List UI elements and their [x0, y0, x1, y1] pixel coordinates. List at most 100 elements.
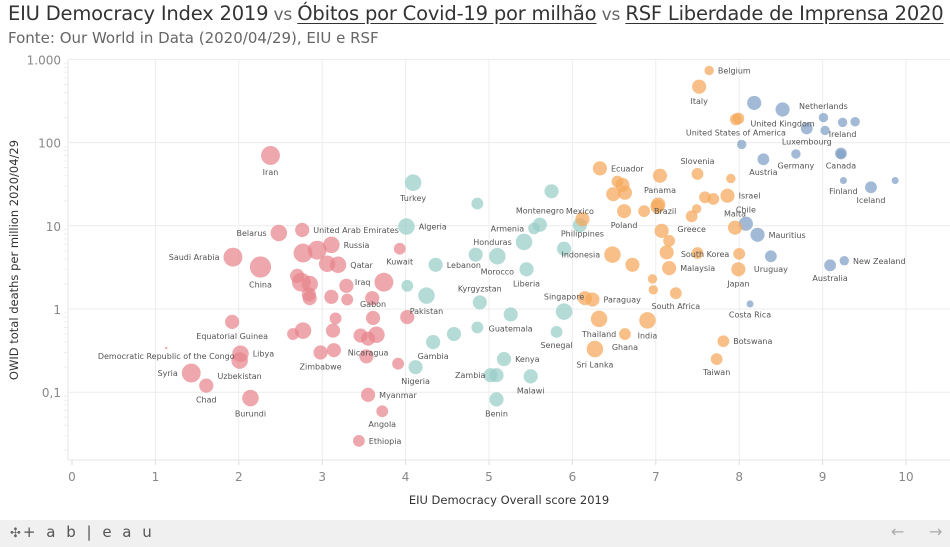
point-syria[interactable]: [181, 363, 201, 383]
point-chile[interactable]: [738, 216, 753, 231]
point-moldova[interactable]: [544, 184, 559, 199]
title-rsf-link[interactable]: RSF Liberdade de Imprensa 2020: [625, 2, 944, 25]
point-bahrain[interactable]: [324, 289, 339, 304]
point-singapore[interactable]: [555, 303, 573, 320]
point-el-salvador[interactable]: [577, 291, 592, 306]
point-niger[interactable]: [339, 278, 354, 293]
point-sierra-leone[interactable]: [471, 321, 484, 334]
point-zimbabwe[interactable]: [313, 345, 328, 360]
point-argentina[interactable]: [650, 199, 665, 214]
point-luxembourg[interactable]: [800, 122, 813, 135]
point-iran[interactable]: [261, 146, 280, 165]
point-dominican-republic[interactable]: [611, 175, 624, 188]
point-australia[interactable]: [824, 259, 837, 272]
point-malaysia[interactable]: [662, 261, 677, 276]
point-united-kingdom[interactable]: [775, 102, 790, 117]
point-togo[interactable]: [341, 293, 354, 306]
point-finland[interactable]: [839, 176, 847, 185]
point-spain[interactable]: [747, 95, 762, 110]
point-guinea[interactable]: [326, 343, 341, 358]
point-lebanon[interactable]: [428, 257, 443, 272]
point-uzbekistan[interactable]: [231, 352, 248, 369]
point-malta[interactable]: [727, 220, 743, 235]
point-djibouti[interactable]: [294, 322, 312, 339]
title-deaths-link[interactable]: Óbitos por Covid-19 por milhão: [297, 2, 597, 25]
point-nepal[interactable]: [401, 279, 414, 292]
point-united-arab-emirates[interactable]: [295, 222, 310, 238]
point-romania[interactable]: [606, 187, 621, 202]
point-sudan[interactable]: [290, 268, 305, 283]
point-democratic-republic-of-the-congo[interactable]: [165, 346, 168, 350]
point-honduras[interactable]: [515, 233, 533, 251]
point-namibia[interactable]: [648, 285, 659, 295]
point-morocco[interactable]: [489, 248, 506, 265]
point-oman[interactable]: [293, 243, 313, 263]
point-czechia[interactable]: [707, 193, 720, 205]
point-pakistan[interactable]: [418, 287, 435, 304]
point-norway[interactable]: [891, 176, 899, 185]
point-botswana[interactable]: [717, 335, 730, 348]
point-turkey[interactable]: [404, 174, 422, 191]
point-lithuania[interactable]: [691, 247, 704, 259]
point-belarus[interactable]: [270, 224, 288, 242]
point-tanzania[interactable]: [392, 357, 404, 370]
point-malawi[interactable]: [523, 369, 538, 384]
point-ghana[interactable]: [619, 328, 631, 340]
point-poland[interactable]: [617, 204, 632, 219]
point-afghanistan[interactable]: [302, 291, 317, 306]
point-colombia[interactable]: [659, 245, 674, 260]
point-armenia[interactable]: [528, 222, 540, 235]
point-netherlands[interactable]: [818, 112, 829, 123]
point-ethiopia[interactable]: [352, 434, 365, 447]
point-china[interactable]: [249, 256, 272, 278]
point-south-africa[interactable]: [669, 287, 682, 300]
point-brazil[interactable]: [638, 205, 651, 218]
point-algeria[interactable]: [398, 218, 415, 235]
point-iraq[interactable]: [374, 272, 394, 292]
point-thailand[interactable]: [590, 310, 608, 328]
point-sri-lanka[interactable]: [586, 340, 604, 358]
forward-arrow-icon[interactable]: →: [929, 522, 943, 541]
point-gabon[interactable]: [365, 310, 381, 326]
point-nigeria[interactable]: [408, 360, 423, 375]
point-angola[interactable]: [376, 405, 389, 418]
point-belgium[interactable]: [704, 65, 714, 76]
point-chad[interactable]: [199, 378, 214, 393]
point-bosnia[interactable]: [471, 197, 484, 210]
point-mali[interactable]: [365, 291, 380, 306]
point-japan[interactable]: [731, 262, 746, 277]
point-eswatini[interactable]: [287, 328, 299, 340]
point-haiti[interactable]: [400, 309, 415, 325]
point-serbia[interactable]: [654, 223, 669, 238]
point-portugal[interactable]: [736, 139, 747, 150]
point-jamaica[interactable]: [647, 274, 658, 284]
point-estonia[interactable]: [726, 173, 736, 184]
point-costa-rica[interactable]: [746, 300, 754, 308]
point-slovenia[interactable]: [691, 168, 704, 180]
point-panama[interactable]: [652, 168, 668, 183]
point-cambodia[interactable]: [359, 349, 374, 364]
point-iceland[interactable]: [865, 181, 877, 194]
point-croatia[interactable]: [691, 204, 702, 214]
point-benin[interactable]: [489, 392, 504, 407]
point-indonesia[interactable]: [604, 246, 621, 263]
point-israel[interactable]: [720, 188, 735, 203]
point-liberia[interactable]: [519, 262, 534, 277]
point-kenya[interactable]: [496, 352, 512, 367]
point-greece[interactable]: [685, 210, 698, 223]
back-arrow-icon[interactable]: ←: [891, 522, 905, 541]
point-guatemala[interactable]: [503, 307, 518, 322]
point-italy[interactable]: [692, 79, 707, 94]
point-sweden[interactable]: [850, 117, 860, 127]
point-philippines[interactable]: [575, 212, 590, 227]
point-canada[interactable]: [836, 149, 846, 159]
point-ukraine[interactable]: [556, 241, 572, 256]
point-new-zealand[interactable]: [839, 256, 850, 266]
tableau-logo[interactable]: ✣ + a b | e a u: [10, 523, 155, 541]
point-bolivia[interactable]: [468, 247, 483, 262]
point-tunisia[interactable]: [625, 257, 640, 272]
point-switzerland[interactable]: [820, 125, 830, 136]
point-uruguay[interactable]: [764, 250, 777, 263]
point-united-states-of-america[interactable]: [729, 113, 742, 126]
point-rwanda[interactable]: [329, 312, 342, 325]
